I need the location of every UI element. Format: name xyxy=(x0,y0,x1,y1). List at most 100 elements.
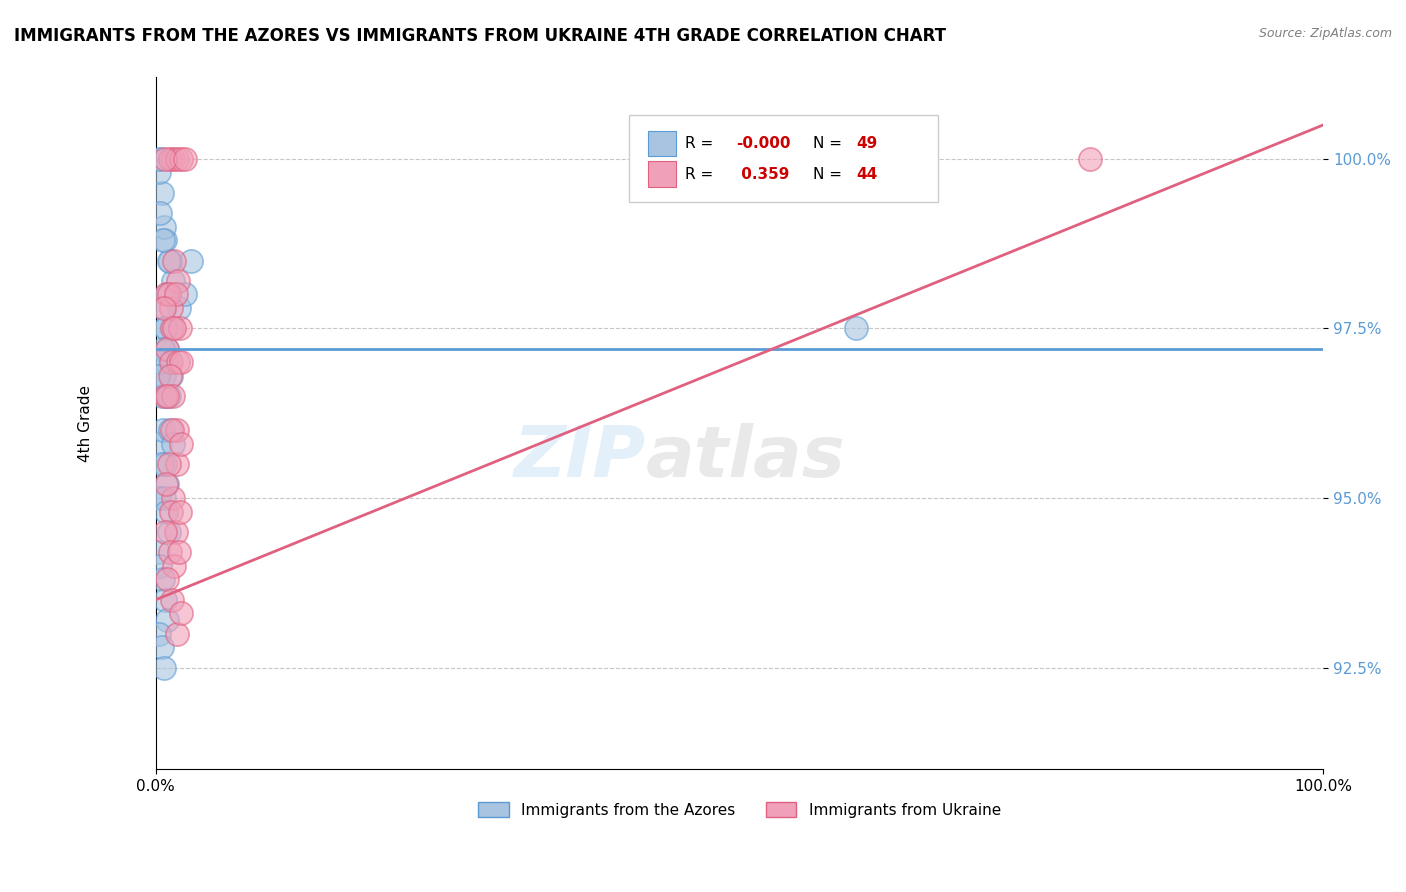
Point xyxy=(160,368,183,383)
Point xyxy=(167,355,190,369)
Point xyxy=(155,477,177,491)
Point xyxy=(167,301,190,315)
Point xyxy=(167,274,190,288)
Point xyxy=(162,491,184,505)
Point xyxy=(156,573,179,587)
Point xyxy=(160,423,183,437)
Point xyxy=(153,233,176,247)
Point xyxy=(165,287,187,301)
Point xyxy=(159,368,181,383)
Point xyxy=(150,389,173,403)
Point xyxy=(170,436,193,450)
Point xyxy=(150,186,173,200)
Point xyxy=(159,423,181,437)
Point xyxy=(153,592,176,607)
Point xyxy=(167,545,190,559)
Point xyxy=(146,368,169,383)
FancyBboxPatch shape xyxy=(628,115,938,202)
Text: atlas: atlas xyxy=(647,424,846,492)
Point xyxy=(160,321,183,335)
Y-axis label: 4th Grade: 4th Grade xyxy=(79,384,93,462)
Point xyxy=(157,389,180,403)
Point xyxy=(156,342,179,356)
Text: R =: R = xyxy=(685,167,718,182)
Point xyxy=(156,342,179,356)
Point xyxy=(149,436,172,450)
Point xyxy=(157,457,180,471)
Point xyxy=(160,504,183,518)
Point xyxy=(162,389,184,403)
Point xyxy=(845,321,868,335)
Point xyxy=(166,423,188,437)
Text: IMMIGRANTS FROM THE AZORES VS IMMIGRANTS FROM UKRAINE 4TH GRADE CORRELATION CHAR: IMMIGRANTS FROM THE AZORES VS IMMIGRANTS… xyxy=(14,27,946,45)
Point xyxy=(148,165,170,179)
Point xyxy=(157,287,180,301)
Point xyxy=(156,389,179,403)
Point xyxy=(153,368,176,383)
Point xyxy=(152,423,174,437)
Point xyxy=(170,152,193,166)
Point xyxy=(155,355,177,369)
Point xyxy=(170,355,193,369)
Point xyxy=(153,491,176,505)
Point xyxy=(148,491,170,505)
Point xyxy=(159,545,181,559)
Point xyxy=(149,558,172,573)
Text: Source: ZipAtlas.com: Source: ZipAtlas.com xyxy=(1258,27,1392,40)
Text: ZIP: ZIP xyxy=(513,424,647,492)
Point xyxy=(156,287,179,301)
Point xyxy=(174,287,197,301)
Point xyxy=(149,206,172,220)
Point xyxy=(163,558,186,573)
Point xyxy=(153,524,176,539)
Text: 44: 44 xyxy=(856,167,877,182)
Point xyxy=(162,274,184,288)
Point xyxy=(153,321,176,335)
Point xyxy=(180,253,202,268)
Text: N =: N = xyxy=(813,167,846,182)
Point xyxy=(157,253,180,268)
Point xyxy=(160,321,183,335)
Text: 49: 49 xyxy=(856,136,877,151)
Point xyxy=(152,342,174,356)
Point xyxy=(169,504,191,518)
Point xyxy=(150,640,173,655)
Point xyxy=(153,457,176,471)
FancyBboxPatch shape xyxy=(648,161,676,186)
Point xyxy=(157,524,180,539)
Point xyxy=(156,613,179,627)
Point xyxy=(159,152,181,166)
Point xyxy=(166,626,188,640)
Point xyxy=(163,253,186,268)
FancyBboxPatch shape xyxy=(648,131,676,156)
Point xyxy=(153,660,176,674)
Text: 0.359: 0.359 xyxy=(735,167,789,182)
Point xyxy=(149,355,172,369)
Point xyxy=(163,321,186,335)
Point xyxy=(156,477,179,491)
Point xyxy=(160,592,183,607)
Point xyxy=(150,152,173,166)
Point xyxy=(146,152,169,166)
Point xyxy=(153,389,176,403)
Text: -0.000: -0.000 xyxy=(735,136,790,151)
Text: N =: N = xyxy=(813,136,846,151)
Point xyxy=(153,219,176,234)
Point xyxy=(155,287,177,301)
Point xyxy=(166,152,188,166)
Point xyxy=(169,321,191,335)
Point xyxy=(153,301,176,315)
Point xyxy=(150,457,173,471)
Point xyxy=(162,152,184,166)
Point xyxy=(1078,152,1101,166)
Point xyxy=(155,504,177,518)
Point xyxy=(174,152,197,166)
Point xyxy=(166,457,188,471)
Point xyxy=(153,152,176,166)
Text: R =: R = xyxy=(685,136,718,151)
Point xyxy=(152,301,174,315)
Point xyxy=(160,355,183,369)
Point xyxy=(845,152,868,166)
Point xyxy=(152,573,174,587)
Point xyxy=(159,355,181,369)
